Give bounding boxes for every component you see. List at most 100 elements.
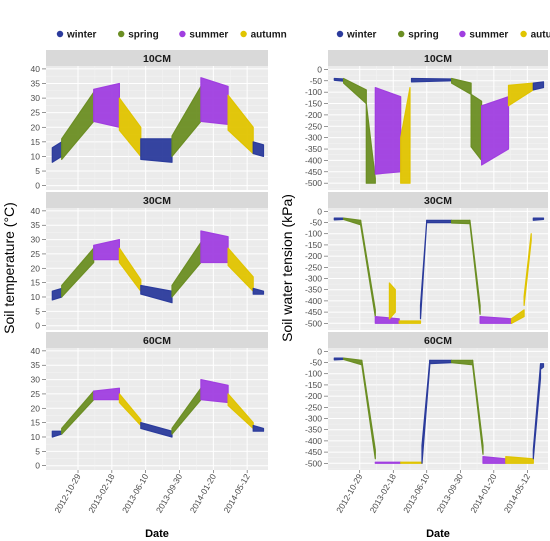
legend-label-spring: spring bbox=[128, 30, 159, 41]
y-tick-label: -450 bbox=[305, 307, 322, 317]
series-band-winter bbox=[333, 357, 345, 361]
facet-strip bbox=[46, 192, 268, 208]
y-tick-label: 20 bbox=[31, 263, 41, 273]
y-tick-label: 0 bbox=[317, 346, 322, 356]
x-tick-label: 2013-02-18 bbox=[86, 472, 117, 515]
series-band-spring bbox=[365, 102, 376, 184]
legend-key-autumn bbox=[240, 30, 247, 38]
y-tick-label: -100 bbox=[305, 369, 322, 379]
y-tick-label: -200 bbox=[305, 391, 322, 401]
series-band-winter bbox=[429, 359, 453, 365]
y-tick-label: -300 bbox=[305, 133, 322, 143]
legend-label-winter: winter bbox=[66, 30, 97, 41]
facet-strip-label: 60CM bbox=[143, 335, 171, 347]
y-tick-label: -400 bbox=[305, 155, 322, 165]
y-tick-label: 30 bbox=[31, 375, 41, 385]
y-tick-label: -100 bbox=[305, 87, 322, 97]
y-tick-label: 25 bbox=[31, 389, 41, 399]
facet-strip bbox=[328, 192, 548, 208]
y-tick-label: 40 bbox=[31, 346, 41, 356]
y-tick-label: -350 bbox=[305, 144, 322, 154]
x-tick-label: 2014-01-20 bbox=[188, 472, 219, 515]
y-tick-label: 20 bbox=[31, 403, 41, 413]
legend-label-autumn: autumn bbox=[531, 30, 550, 41]
x-tick-label: 2013-02-18 bbox=[368, 472, 399, 515]
y-tick-label: 25 bbox=[31, 249, 41, 259]
series-band-autumn bbox=[400, 461, 423, 464]
y-tick-label: -350 bbox=[305, 285, 322, 295]
y-tick-label: -150 bbox=[305, 99, 322, 109]
x-tick-label: 2014-05-12 bbox=[221, 472, 252, 515]
legend-label-summer: summer bbox=[469, 30, 508, 41]
x-tick-label: 2013-09-30 bbox=[435, 472, 466, 515]
y-tick-label: -350 bbox=[305, 425, 322, 435]
series-band-spring bbox=[469, 219, 481, 315]
series-band-winter bbox=[140, 138, 173, 163]
series-band-autumn bbox=[523, 233, 532, 306]
y-tick-label: 0 bbox=[317, 206, 322, 216]
y-tick-label: 0 bbox=[35, 181, 40, 191]
facet-10cm: 10CM 0 -50-100 -150-200-250 -300-350-400 -450… bbox=[305, 50, 548, 190]
series-band-winter bbox=[532, 364, 542, 460]
legend-key-winter bbox=[336, 30, 344, 38]
x-tick-label: 2012-10-29 bbox=[52, 472, 83, 515]
facet-strip-label: 10CM bbox=[424, 53, 452, 65]
series-band-winter bbox=[252, 141, 265, 157]
y-tick-label: 30 bbox=[31, 93, 41, 103]
y-tick-label: 5 bbox=[35, 166, 40, 176]
series-band-spring bbox=[61, 247, 95, 298]
facet-strip-label: 30CM bbox=[143, 195, 171, 207]
y-tick-label: 0 bbox=[35, 461, 40, 471]
legend-key-autumn bbox=[520, 30, 527, 38]
y-tick-label: 10 bbox=[31, 151, 41, 161]
legend-label-autumn: autumn bbox=[251, 30, 287, 41]
y-tick-label: 0 bbox=[35, 321, 40, 331]
y-tick-label: 15 bbox=[31, 418, 41, 428]
y-tick-label: 35 bbox=[31, 79, 41, 89]
x-tick-label: 2013-09-30 bbox=[154, 472, 185, 515]
y-axis-title: Soil water tension (kPa) bbox=[279, 194, 295, 342]
facet-60cm: 60CM 0 5 10 15 20 25 30 35 40 2012-10-29 2013-02-18… bbox=[31, 332, 268, 515]
series-band-summer bbox=[374, 461, 402, 464]
x-tick-label: 2014-01-20 bbox=[468, 472, 499, 515]
facet-strip-label: 30CM bbox=[424, 195, 452, 207]
x-tick-label: 2013-06-10 bbox=[401, 472, 432, 515]
series-band-summer bbox=[200, 77, 229, 126]
series-band-summer bbox=[93, 82, 121, 128]
y-tick-label: -50 bbox=[310, 218, 323, 228]
y-tick-label: -250 bbox=[305, 262, 322, 272]
series-band-winter bbox=[419, 219, 428, 320]
legend-key-winter bbox=[56, 30, 64, 38]
y-tick-label: -450 bbox=[305, 167, 322, 177]
series-band-winter bbox=[539, 363, 545, 370]
legend-key-spring bbox=[398, 30, 405, 38]
y-tick-label: -250 bbox=[305, 121, 322, 131]
y-tick-label: 10 bbox=[31, 292, 41, 302]
series-band-autumn bbox=[398, 320, 422, 324]
y-tick-label: -500 bbox=[305, 178, 322, 188]
legend-label-summer: summer bbox=[189, 30, 228, 41]
series-band-winter bbox=[421, 359, 431, 464]
facet-10cm: 10CM 0 5 10 15 20 25 30 35 40 bbox=[31, 50, 268, 191]
series-band-winter bbox=[333, 217, 345, 221]
series-band-winter bbox=[252, 287, 265, 295]
legend: winter spring summer autumn bbox=[336, 30, 550, 41]
legend: winter spring summer autumn bbox=[56, 30, 287, 41]
y-tick-label: 5 bbox=[35, 446, 40, 456]
y-tick-label: 30 bbox=[31, 235, 41, 245]
series-band-winter bbox=[532, 217, 545, 221]
chart-b: winter spring summer autumn Soil water tensi… bbox=[279, 30, 550, 541]
facet-strip-label: 10CM bbox=[143, 53, 171, 65]
y-tick-label: -400 bbox=[305, 436, 322, 446]
y-axis-title: Soil temperature (°C) bbox=[1, 202, 17, 334]
series-band-autumn bbox=[505, 456, 534, 464]
facet-strip-label: 60CM bbox=[424, 335, 452, 347]
y-tick-label: -150 bbox=[305, 380, 322, 390]
series-band-autumn bbox=[510, 309, 525, 324]
facet-60cm: 60CM 0 -50-100-150-200-250 -300-350-400-450… bbox=[305, 332, 548, 515]
y-tick-label: 35 bbox=[31, 360, 41, 370]
facet-strip bbox=[328, 332, 548, 348]
y-tick-label: 40 bbox=[31, 206, 41, 216]
y-tick-label: 15 bbox=[31, 278, 41, 288]
series-band-winter bbox=[532, 81, 545, 91]
